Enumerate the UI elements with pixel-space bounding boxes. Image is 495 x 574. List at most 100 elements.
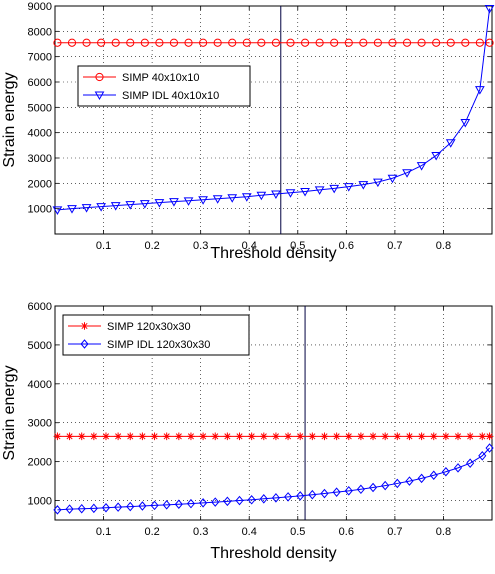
data-point-triangle-down (198, 196, 208, 205)
data-point-diamond (235, 495, 244, 506)
data-point-diamond (308, 489, 317, 500)
data-point-diamond (247, 494, 256, 505)
data-point-diamond (101, 502, 111, 513)
data-point-diamond (393, 478, 402, 489)
data-point-circle (475, 38, 484, 47)
y-tick-label: 3000 (28, 418, 52, 430)
data-point-star (175, 432, 183, 441)
series-line (57, 447, 490, 511)
data-point-star (344, 432, 353, 441)
data-point-triangle-down (300, 187, 310, 197)
data-point-star (247, 432, 256, 441)
legend-marker (95, 72, 104, 82)
data-point-diamond (223, 496, 232, 507)
legend-label: SIMP 40x10x10 (122, 72, 199, 84)
data-point-circle (330, 38, 339, 47)
data-point-star (223, 432, 232, 441)
data-point-diamond (162, 500, 171, 510)
data-point-circle (432, 38, 441, 47)
data-point-triangle-down (314, 186, 325, 195)
x-tick-label: 0.2 (144, 240, 159, 252)
data-point-diamond (199, 498, 208, 508)
series-2 (52, 5, 495, 215)
data-point-star (320, 432, 329, 441)
x-tick-label: 0.4 (242, 240, 257, 252)
data-point-triangle-down (110, 202, 121, 211)
data-point-diamond (150, 500, 159, 511)
x-tick-label: 0.7 (387, 526, 402, 538)
data-point-circle (228, 38, 237, 47)
x-tick-label: 0.1 (96, 240, 111, 252)
data-point-star (187, 432, 195, 441)
data-point-circle (461, 38, 470, 47)
data-point-star (369, 432, 377, 441)
x-tick-label: 0.5 (290, 526, 305, 538)
data-point-circle (242, 38, 251, 47)
data-point-triangle-down (256, 191, 267, 201)
y-tick-label: 2000 (28, 178, 52, 190)
data-point-diamond (126, 501, 135, 512)
data-point-circle (184, 38, 193, 47)
data-point-circle (344, 38, 353, 47)
data-point-triangle-down (402, 169, 412, 178)
data-point-diamond (211, 497, 220, 507)
data-point-circle (67, 38, 77, 47)
data-point-star (235, 432, 244, 441)
x-tick-label: 0.6 (339, 240, 354, 252)
data-point-triangle-down (358, 181, 369, 190)
legend-box (62, 314, 250, 356)
data-point-triangle-down (183, 197, 194, 206)
y-tick-label: 4000 (28, 128, 52, 140)
data-point-circle (198, 38, 208, 47)
data-point-triangle-down (431, 151, 442, 161)
data-point-star (199, 432, 207, 441)
data-point-star (454, 432, 462, 441)
x-tick-label: 0.2 (144, 526, 159, 538)
data-point-star (417, 432, 426, 441)
data-point-triangle-down (285, 189, 296, 198)
data-point-star (65, 432, 74, 441)
data-point-diamond (174, 499, 183, 510)
data-point-star (357, 432, 365, 441)
data-point-star (296, 432, 305, 441)
data-point-star (284, 432, 292, 441)
y-tick-label: 8000 (28, 26, 52, 38)
data-point-diamond (259, 494, 268, 504)
data-point-circle (315, 38, 324, 47)
data-point-diamond (271, 493, 280, 503)
data-point-triangle-down (67, 205, 77, 214)
data-point-circle (402, 38, 412, 47)
data-point-diamond (53, 505, 62, 515)
x-axis-title: Threshold density (210, 545, 336, 562)
data-point-star (77, 432, 86, 441)
data-point-triangle-down (169, 198, 179, 207)
x-tick-label: 0.8 (436, 240, 451, 252)
data-point-star (90, 432, 98, 441)
data-point-diamond (320, 488, 329, 499)
axes-frame (54, 305, 493, 521)
y-tick-label: 2000 (28, 457, 52, 469)
data-point-diamond (344, 486, 353, 496)
axes-frame (54, 5, 493, 235)
data-point-triangle-down (241, 193, 252, 202)
data-point-star (138, 432, 147, 441)
data-point-triangle-down (416, 162, 427, 171)
data-point-star (102, 432, 110, 441)
data-point-star (429, 432, 438, 441)
data-point-diamond (368, 482, 378, 493)
data-point-circle (388, 38, 397, 47)
data-point-star (126, 432, 135, 441)
legend-marker (94, 91, 105, 101)
data-point-diamond (381, 480, 390, 491)
y-tick-label: 6000 (28, 77, 52, 89)
data-point-triangle-down (227, 194, 238, 203)
data-point-triangle-down (343, 183, 354, 192)
data-point-circle (53, 38, 62, 47)
y-axis-title: Strain energy (1, 72, 18, 167)
data-point-circle (169, 38, 179, 47)
data-point-triangle-down (373, 178, 383, 188)
series-2 (53, 443, 494, 515)
data-point-star (114, 432, 122, 441)
data-point-diamond (138, 501, 147, 511)
data-point-star (442, 432, 450, 441)
